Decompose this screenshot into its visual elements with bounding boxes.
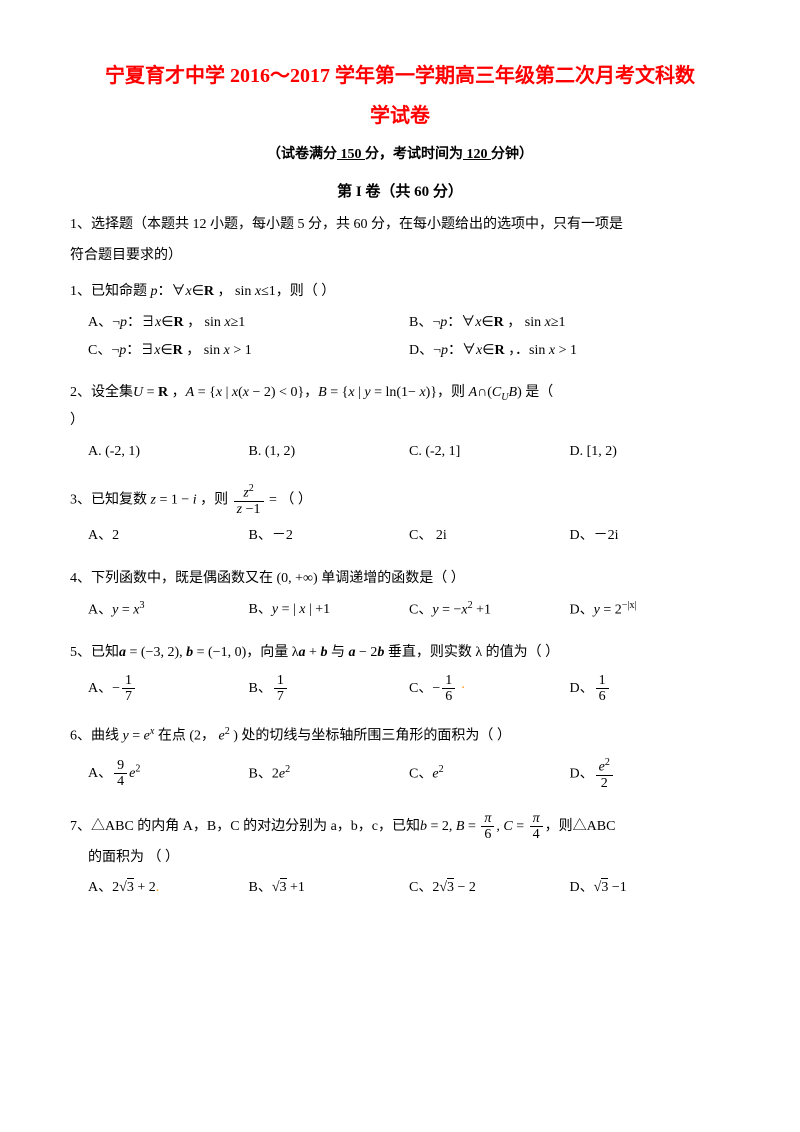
q5-stem: 5、已知a = (−3, 2), b = (−1, 0)，向量 λa + b 与… — [70, 642, 730, 664]
q6-optB: B、2e2 — [249, 762, 410, 786]
q3-stem: 3、已知复数 z = 1 − i ，则 z2z −1 = （ ） — [70, 483, 730, 517]
q6-stem: 6、曲线 y = ex 在点 (2， e2 ) 处的切线与坐标轴所围三角形的面积… — [70, 724, 730, 748]
q4-options: A、y = x3 B、y = | x | +1 C、y = −x2 +1 D、y… — [88, 598, 730, 628]
q7-options: A、23 + 2. B、3 +1 C、23 − 2 D、3 −1 — [88, 877, 730, 905]
q4-optC: C、y = −x2 +1 — [409, 598, 570, 622]
q7-optD: D、3 −1 — [570, 877, 731, 899]
q2-optC: C. (-2, 1] — [409, 441, 570, 463]
exam-title-line1: 宁夏育才中学 2016～2017 学年第一学期高三年级第二次月考文科数 — [70, 60, 730, 92]
q1-optB: B、¬p：∀x∈R ， sin x≥1 — [409, 312, 730, 334]
q2-stem: 2、设全集U = R ，A = {x | x(x − 2) < 0}，B = {… — [70, 382, 730, 406]
q2-optB: B. (1, 2) — [249, 441, 410, 463]
q7-stem: 7、△ABC 的内角 A，B，C 的对边分别为 a，b，c，已知b = 2, B… — [70, 811, 730, 843]
q1-optA: A、¬p：∃x∈R ， sin x≥1 — [88, 312, 409, 334]
q1-options: A、¬p：∃x∈R ， sin x≥1 B、¬p：∀x∈R ， sin x≥1 … — [88, 312, 730, 369]
q2-options: A. (-2, 1) B. (1, 2) C. (-2, 1] D. [1, 2… — [88, 441, 730, 469]
q2-stem-line2: ） — [70, 410, 730, 432]
exam-title-line2: 学试卷 — [70, 100, 730, 132]
q7-optA: A、23 + 2. — [88, 877, 249, 899]
q5-optC: C、−16 · — [409, 673, 570, 705]
q4-stem: 4、下列函数中，既是偶函数又在 (0, +∞) 单调递增的函数是（ ） — [70, 568, 730, 590]
q6-optC: C、e2 — [409, 762, 570, 786]
q3-optA: A、2 — [88, 525, 249, 547]
exam-meta: （试卷满分 150 分，考试时间为 120 分钟） — [70, 144, 730, 166]
q3-optC: C、 2i — [409, 525, 570, 547]
q3-options: A、2 B、－2 C、 2i D、－2i — [88, 525, 730, 553]
q5-optB: B、17 — [249, 673, 410, 705]
q4-optA: A、y = x3 — [88, 598, 249, 622]
q6-options: A、94e2 B、2e2 C、e2 D、e22 — [88, 757, 730, 797]
q3-optD: D、－2i — [570, 525, 731, 547]
q6-optA: A、94e2 — [88, 758, 249, 790]
q4-optD: D、y = 2−|x| — [570, 598, 731, 622]
q1-optD: D、¬p：∀x∈R ，．sin x > 1 — [409, 340, 730, 362]
q4-optB: B、y = | x | +1 — [249, 599, 410, 621]
q7-optB: B、3 +1 — [249, 877, 410, 899]
q5-optA: A、−17 — [88, 673, 249, 705]
q1-stem: 1、已知命题 p：∀x∈R ， sin x≤1，则（ ） — [70, 281, 730, 303]
q5-optD: D、16 — [570, 673, 731, 705]
q2-optA: A. (-2, 1) — [88, 441, 249, 463]
q7-stem-line2: 的面积为 （ ） — [88, 847, 730, 869]
q3-optB: B、－2 — [249, 525, 410, 547]
q7-optC: C、23 − 2 — [409, 877, 570, 899]
instruction-line2: 符合题目要求的） — [70, 245, 730, 267]
section-heading: 第 I 卷（共 60 分） — [70, 180, 730, 204]
q6-optD: D、e22 — [570, 757, 731, 791]
instruction-line1: 1、选择题（本题共 12 小题，每小题 5 分，共 60 分，在每小题给出的选项… — [70, 214, 730, 236]
q2-optD: D. [1, 2) — [570, 441, 731, 463]
q1-optC: C、¬p：∃x∈R ， sin x > 1 — [88, 340, 409, 362]
q5-options: A、−17 B、17 C、−16 · D、16 — [88, 673, 730, 711]
